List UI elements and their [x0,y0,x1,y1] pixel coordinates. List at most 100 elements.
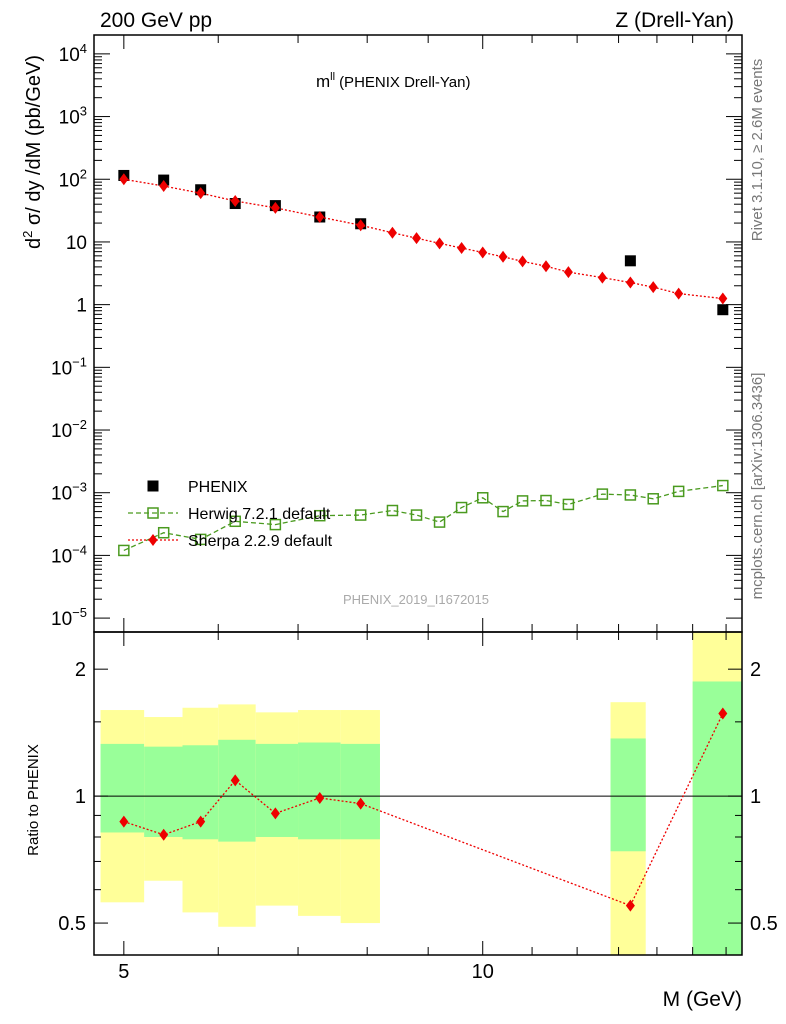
series-0-point-7 [624,255,636,267]
band-inner-7 [610,738,646,852]
series-2-point-20 [718,292,728,305]
series-0-point-8 [717,304,729,316]
tick-base: 10 [59,108,80,129]
main-panel-series [118,169,729,557]
tick-base: 10 [51,546,72,567]
legend-label-2: Sherpa 2.2.9 default [188,533,333,550]
ratio-point-0 [119,815,129,828]
main-y-tick-label-7: 10−3 [51,480,87,505]
series-1-point-17 [624,489,637,501]
tick-base: 10 [51,358,72,379]
band-inner-8 [692,681,742,955]
x-tick-label-5: 5 [118,961,129,983]
series-2-point-0 [119,173,129,186]
tick-exp: −1 [72,354,87,369]
rivet-version-label: Rivet 3.1.10, ≥ 2.6M events [749,59,766,242]
ratio-point-6 [356,797,366,810]
ratio-point-5 [315,791,325,804]
band-inner-5 [298,742,341,840]
tick-exp: 4 [80,41,87,56]
main-y-axis-label: d2 σ/ dy /dM (pb/GeV) [20,55,45,249]
series-1-point-12 [497,505,509,518]
ratio-y-tick-label-2: 2 [75,659,86,681]
ylabel-b: σ/ dy /dM (pb/GeV) [23,55,45,231]
tick-base: 10 [51,609,72,630]
series-1-point-14 [540,494,552,507]
series-1-point-20 [717,479,729,492]
series-1-point-15 [562,498,575,511]
ratio-point-2 [196,815,206,828]
header-right: Z (Drell-Yan) [615,9,734,32]
main-y-tick-label-1: 103 [59,104,87,129]
legend-marker-1 [147,507,159,519]
tick-base: 10 [59,170,80,191]
series-1-point-7 [386,504,399,517]
tick-exp: −3 [72,480,87,495]
tick-base: 10 [51,421,72,442]
legend-marker-2 [148,534,158,546]
x-tick-label-10: 10 [472,961,494,983]
series-2-point-3 [230,194,240,207]
main-y-tick-label-8: 10−4 [51,542,87,567]
main-y-tick-label-4: 1 [76,296,87,317]
tick-exp: −4 [72,542,87,557]
x-axis-label: M (GeV) [663,988,742,1011]
series-1-point-1 [157,526,170,539]
series-2-point-1 [159,180,169,193]
series-2-point-17 [625,276,635,289]
series-1-point-6 [354,509,367,521]
main-y-tick-label-3: 10 [66,233,87,254]
legend: PHENIX Herwig 7.2.1 default Sherpa 2.2.9 d… [128,479,333,550]
main-y-tick-label-9: 10−5 [51,605,87,630]
series-2-point-2 [196,187,206,200]
ratio-y-tick-label-right-2: 2 [750,659,761,681]
series-2-point-5 [315,210,325,223]
tick-base: 10 [59,45,80,66]
band-inner-3 [218,739,256,842]
series-1-point-0 [118,544,130,557]
series-1-point-9 [433,516,446,528]
series-1-point-19 [672,485,685,498]
legend-marker-0 [147,480,159,492]
series-2-point-15 [563,266,573,279]
ratio-point-4 [270,807,280,820]
series-2-point-12 [498,250,508,263]
series-1-point-8 [410,509,423,521]
tick-exp: 2 [80,166,87,181]
series-1-point-13 [516,495,529,507]
series-2-point-8 [412,232,422,245]
series-1-point-5 [314,509,326,522]
ratio-y-tick-label-right-0: 0.5 [750,913,778,935]
ratio-y-axis-label: Ratio to PHENIX [25,744,42,856]
band-inner-1 [144,746,183,837]
legend-label-1: Herwig 7.2.1 default [188,506,331,523]
ratio-point-8 [718,707,728,720]
series-2-point-10 [457,242,467,255]
main-panel-title: mll (PHENIX Drell-Yan) [316,71,470,91]
series-2-point-13 [518,255,528,268]
tick-exp: 3 [80,104,87,119]
main-y-tick-label-6: 10−2 [51,417,87,442]
ratio-frame [93,631,743,956]
ratio-panel-series [119,707,728,912]
ratio-point-3 [230,774,240,787]
ratio-y-tick-label-right-1: 1 [750,786,761,808]
series-2-point-18 [648,281,658,294]
title-rest: (PHENIX Drell-Yan) [339,74,470,91]
ratio-y-tick-label-1: 1 [75,786,86,808]
series-line-1 [123,484,723,552]
ylabel-sup: 2 [20,231,35,238]
series-1-point-11 [476,492,489,504]
main-y-tick-label-5: 10−1 [51,354,87,379]
series-2-point-14 [541,260,551,273]
main-y-tick-label-0: 104 [59,41,87,66]
series-1-point-18 [647,493,659,505]
band-inner-4 [255,743,299,837]
ratio-point-7 [625,899,635,912]
analysis-id-label: PHENIX_2019_I1672015 [343,592,489,607]
series-2-point-7 [387,226,397,239]
series-1-point-3 [229,515,241,528]
legend-label-0: PHENIX [188,479,248,496]
